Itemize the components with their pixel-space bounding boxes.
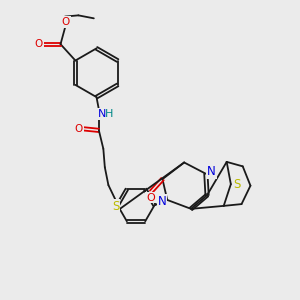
Text: N: N <box>98 109 106 119</box>
Text: S: S <box>112 200 119 213</box>
Text: O: O <box>35 39 43 49</box>
Text: N: N <box>158 195 166 208</box>
Text: S: S <box>233 178 241 191</box>
Text: O: O <box>61 17 70 27</box>
Text: N: N <box>207 165 216 178</box>
Text: O: O <box>146 193 155 202</box>
Text: O: O <box>74 124 83 134</box>
Text: H: H <box>105 109 113 119</box>
